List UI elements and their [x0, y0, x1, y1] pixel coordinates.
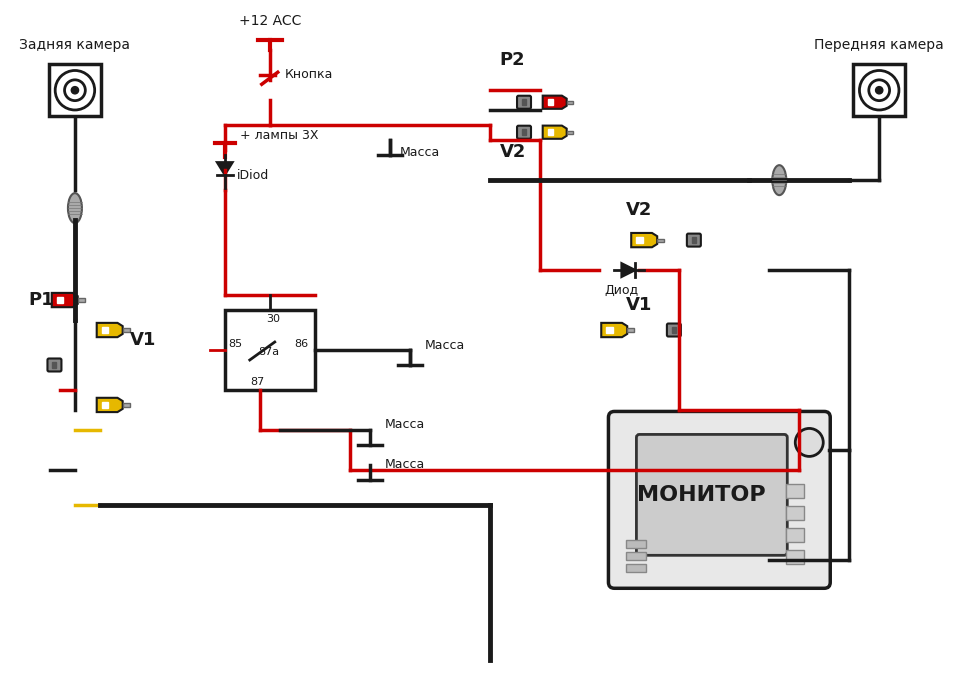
Circle shape [71, 87, 79, 94]
Bar [123, 328, 130, 332]
Circle shape [859, 71, 899, 110]
Polygon shape [52, 293, 78, 307]
Bar [123, 403, 130, 407]
Circle shape [55, 71, 95, 110]
Bar [786, 506, 804, 520]
Polygon shape [217, 162, 232, 175]
Bar [627, 328, 635, 332]
Polygon shape [542, 96, 566, 108]
Bar [786, 528, 804, 542]
Bar [786, 550, 804, 564]
Text: Передняя камера: Передняя камера [814, 38, 944, 52]
Bar [607, 327, 612, 333]
Text: V2: V2 [626, 201, 653, 219]
Circle shape [795, 428, 824, 456]
Circle shape [64, 80, 85, 101]
Text: V2: V2 [499, 144, 526, 161]
Text: 87: 87 [250, 377, 264, 387]
Ellipse shape [772, 165, 786, 195]
Bar [636, 237, 643, 244]
Ellipse shape [68, 193, 82, 223]
FancyBboxPatch shape [517, 96, 531, 108]
Text: Диод: Диод [605, 284, 638, 297]
Bar [547, 99, 554, 105]
Text: Масса: Масса [399, 146, 440, 159]
Bar [692, 237, 696, 243]
Bar [102, 402, 108, 408]
Polygon shape [97, 398, 123, 412]
Circle shape [869, 80, 890, 101]
Text: 87a: 87a [258, 347, 279, 357]
Bar [566, 131, 573, 134]
Bar [225, 310, 315, 390]
Text: МОНИТОР: МОНИТОР [637, 485, 766, 505]
FancyBboxPatch shape [636, 435, 787, 555]
Text: Масса: Масса [385, 458, 425, 471]
Bar [786, 484, 804, 498]
Bar [627, 552, 646, 560]
Polygon shape [97, 323, 123, 337]
Text: Кнопка: Кнопка [285, 68, 333, 80]
Bar [522, 99, 526, 105]
Text: 86: 86 [295, 339, 309, 349]
Polygon shape [542, 125, 566, 139]
Bar [522, 130, 526, 135]
FancyBboxPatch shape [517, 126, 531, 139]
Bar [566, 101, 573, 104]
Text: Задняя камера: Задняя камера [19, 38, 131, 52]
Polygon shape [601, 323, 627, 337]
Text: P2: P2 [499, 51, 525, 69]
Bar [627, 564, 646, 573]
Circle shape [876, 87, 883, 94]
Text: P1: P1 [28, 291, 54, 309]
Bar [672, 327, 676, 332]
FancyBboxPatch shape [609, 412, 830, 588]
Bar [53, 362, 57, 368]
Text: Масса: Масса [385, 419, 425, 431]
Bar [49, 64, 101, 116]
Bar [627, 540, 646, 548]
Text: + лампы 3Х: + лампы 3Х [240, 129, 319, 141]
Text: V1: V1 [130, 331, 156, 349]
Bar [547, 130, 554, 135]
FancyBboxPatch shape [47, 358, 61, 372]
FancyBboxPatch shape [667, 323, 681, 337]
Polygon shape [621, 263, 636, 277]
Text: iDiod: iDiod [237, 169, 269, 182]
Text: 85: 85 [228, 339, 242, 349]
Text: +12 ACC: +12 ACC [239, 14, 300, 28]
Bar [658, 239, 664, 241]
Bar [57, 297, 63, 303]
Polygon shape [632, 233, 658, 247]
Bar [102, 327, 108, 333]
Bar [78, 298, 84, 302]
Text: V1: V1 [626, 296, 653, 314]
Bar [853, 64, 905, 116]
Text: 30: 30 [266, 314, 279, 324]
Text: Масса: Масса [424, 339, 465, 351]
FancyBboxPatch shape [686, 234, 701, 246]
